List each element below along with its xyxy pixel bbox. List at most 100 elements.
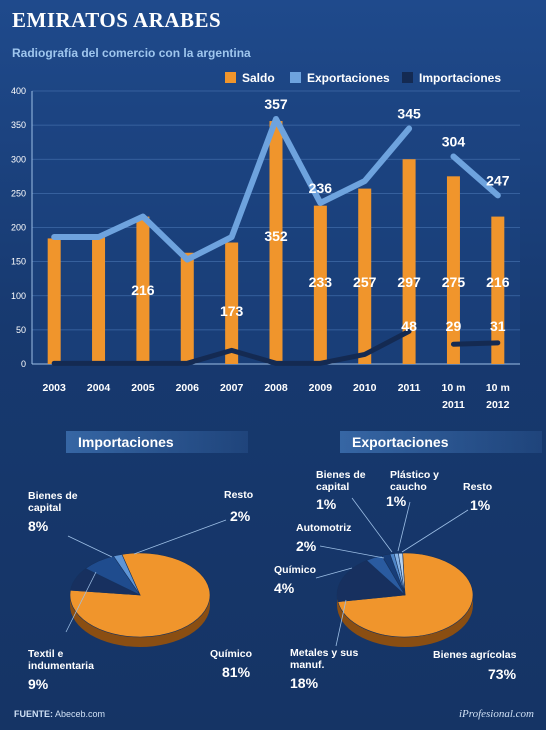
data-label: 257	[353, 274, 377, 290]
y-tick-label: 50	[16, 325, 26, 335]
exp-pct-bienes-agricolas: 73%	[488, 666, 517, 682]
data-label: 345	[397, 106, 421, 122]
data-label: 216	[131, 282, 155, 298]
imp-pct-bienes-capital: 8%	[28, 518, 49, 534]
saldo-bar	[180, 252, 194, 364]
saldo-bar	[313, 205, 327, 364]
leader-line	[65, 571, 97, 633]
leader-line	[315, 567, 353, 579]
imp-pct-quimico: 81%	[222, 664, 251, 680]
saldo-bar	[491, 216, 505, 364]
imp-pct-textil: 9%	[28, 676, 49, 692]
legend-label: Saldo	[242, 71, 275, 85]
exp-pct-plastico: 1%	[386, 493, 407, 509]
data-label: 216	[486, 274, 510, 290]
imp-label-textil: Textil e indumentaria	[28, 648, 94, 672]
exports-pie-slice	[336, 559, 406, 603]
data-label: 352	[264, 228, 288, 244]
x-tick-label: 2003	[43, 382, 67, 394]
leader-line	[319, 545, 385, 559]
source-name: Abeceb.com	[55, 709, 106, 719]
exports-pie-slice	[398, 552, 406, 596]
trade-chart: 0 50 100 150 200 250 300 350 400 2003 2004 2005 2006…	[11, 71, 520, 411]
imports-pie-slice	[113, 554, 141, 596]
data-label: 233	[309, 274, 333, 290]
x-tick-label: 2004	[87, 382, 111, 394]
legend-label: Importaciones	[419, 71, 501, 85]
legend-label: Exportaciones	[307, 71, 390, 85]
brand-logo: iProfesional.com	[458, 708, 534, 720]
exp-label-quimico: Químico	[274, 564, 317, 576]
data-label: 48	[401, 318, 417, 334]
data-label: 29	[446, 318, 462, 334]
y-tick-label: 100	[11, 291, 26, 301]
page-title: EMIRATOS ARABES	[12, 8, 222, 32]
chart-subtitle: Radiografía del comercio con la argentin…	[12, 46, 251, 60]
exp-pct-metales: 18%	[290, 675, 319, 691]
y-tick-label: 150	[11, 257, 26, 267]
saldo-bar	[136, 216, 150, 364]
y-tick-label: 0	[21, 359, 26, 369]
x-tick-label: 2006	[176, 382, 200, 394]
imp-label-resto: Resto	[224, 489, 254, 501]
y-tick-label: 250	[11, 188, 26, 198]
x-tick-label: 2009	[309, 382, 333, 394]
data-label: 236	[309, 180, 333, 196]
x-tick-label: 2011	[398, 382, 421, 394]
x-tick-label: 2012	[486, 399, 510, 411]
imports-pie-title: Importaciones	[66, 431, 248, 453]
legend-swatch	[402, 72, 413, 83]
x-tick-label: 10 m	[441, 382, 465, 394]
pie-charts	[65, 497, 474, 647]
x-tick-label: 2010	[353, 382, 377, 394]
exp-pct-automotriz: 2%	[296, 538, 317, 554]
y-tick-label: 350	[11, 120, 26, 130]
data-label: 247	[486, 172, 510, 188]
exports-pie-title: Exportaciones	[340, 431, 542, 453]
imp-label-bienes-capital: Bienes de capital	[28, 490, 78, 514]
saldo-bar	[358, 188, 372, 364]
saldo-bar	[402, 159, 416, 364]
exp-label-bienes-agricolas: Bienes agrícolas	[433, 649, 517, 661]
x-tick-label: 2007	[220, 382, 244, 394]
saldo-bar	[269, 121, 283, 364]
x-tick-label: 2011	[442, 399, 465, 411]
exp-label-plastico: Plástico y caucho	[390, 469, 440, 493]
importaciones-line	[51, 328, 412, 366]
data-label: 173	[220, 303, 244, 319]
y-tick-label: 400	[11, 86, 26, 96]
leader-line	[67, 535, 113, 558]
imp-pct-resto: 2%	[230, 508, 251, 524]
x-tick-label: 2008	[264, 382, 288, 394]
exp-pct-bienes-capital: 1%	[316, 496, 337, 512]
leader-line	[351, 497, 393, 553]
x-tick-label: 10 m	[486, 382, 510, 394]
exportaciones-line-10m	[450, 153, 501, 199]
legend-swatch	[225, 72, 236, 83]
source-label: FUENTE:	[14, 709, 53, 719]
data-label: 31	[490, 318, 506, 334]
saldo-bar	[92, 237, 106, 364]
exp-label-bienes-capital: Bienes de capital	[316, 469, 366, 493]
exp-pct-quimico: 4%	[274, 580, 295, 596]
data-label: 357	[264, 96, 288, 112]
leader-line	[397, 501, 411, 552]
exp-pct-resto: 1%	[470, 497, 491, 513]
y-tick-label: 300	[11, 154, 26, 164]
x-tick-label: 2005	[131, 382, 155, 394]
saldo-bar	[47, 238, 61, 364]
data-label: 304	[442, 134, 466, 150]
legend-swatch	[290, 72, 301, 83]
leader-line	[133, 519, 227, 555]
y-tick-label: 200	[11, 223, 26, 233]
importaciones-line-10m	[450, 340, 501, 347]
imp-label-quimico: Químico	[210, 648, 253, 660]
leader-line	[335, 599, 347, 647]
leader-line	[401, 509, 469, 553]
exp-label-resto: Resto	[463, 481, 493, 493]
data-label: 275	[442, 274, 466, 290]
saldo-bar	[225, 242, 239, 364]
exp-label-automotriz: Automotriz	[296, 522, 352, 534]
saldo-bar	[446, 176, 460, 364]
